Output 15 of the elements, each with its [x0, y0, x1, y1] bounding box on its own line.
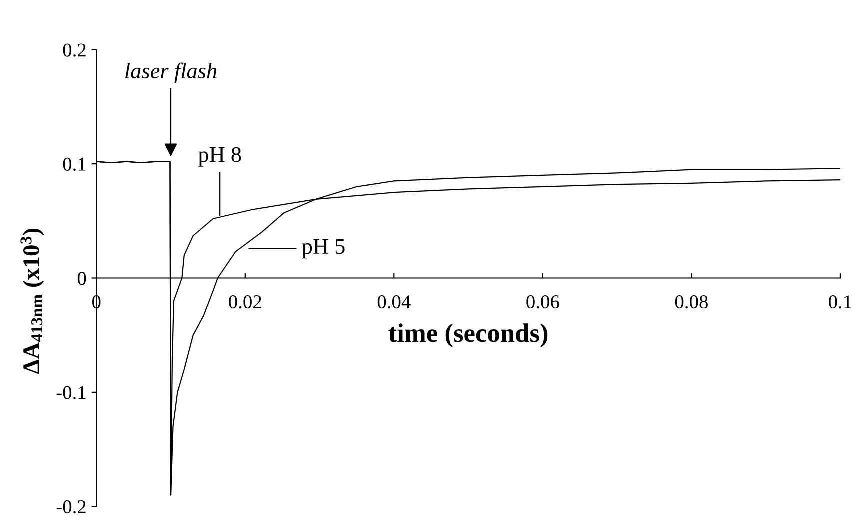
y-tick-label: -0.2 — [56, 500, 86, 514]
annotation: pH 5 — [302, 239, 345, 259]
y-tick-label: 0.2 — [63, 44, 86, 57]
annotation: pH 8 — [198, 147, 242, 167]
y-tick-label: -0.1 — [56, 386, 86, 400]
y-axis-title: ΔA$_{413nm}$ (x10$^{3}$) — [20, 228, 44, 374]
x-tick-label: 0.06 — [526, 295, 560, 309]
x-axis-title: time (seconds) — [388, 324, 548, 348]
y-tick-label: 0.1 — [63, 158, 86, 172]
x-tick-label: 0.1 — [829, 295, 852, 309]
annotation: laser flash — [126, 62, 217, 84]
y-tick-label: 0 — [78, 272, 86, 286]
x-tick-label: 0.08 — [675, 295, 708, 309]
x-tick-label: 0.02 — [229, 295, 262, 309]
x-tick-label: 0.04 — [378, 295, 411, 309]
